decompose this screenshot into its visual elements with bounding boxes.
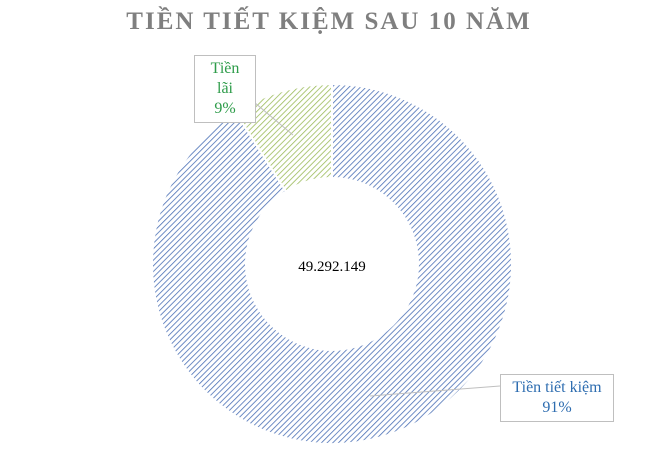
chart-title: TIỀN TIẾT KIỆM SAU 10 NĂM (126, 8, 532, 35)
data-label-savings: Tiền tiết kiệm 91% (500, 374, 614, 422)
donut-slices (151, 82, 513, 445)
data-label-interest-name: Tiền lãi (210, 60, 240, 97)
data-label-interest: Tiền lãi 9% (194, 55, 256, 123)
data-label-interest-percent: 9% (214, 100, 236, 117)
donut-slice-savings (151, 82, 513, 445)
data-label-savings-name: Tiền tiết kiệm (512, 379, 602, 396)
donut-center-value: 49.292.149 (298, 259, 366, 275)
leader-line-savings (369, 385, 501, 397)
data-label-savings-percent: 91% (542, 399, 572, 416)
donut-slice-interest (234, 82, 333, 193)
